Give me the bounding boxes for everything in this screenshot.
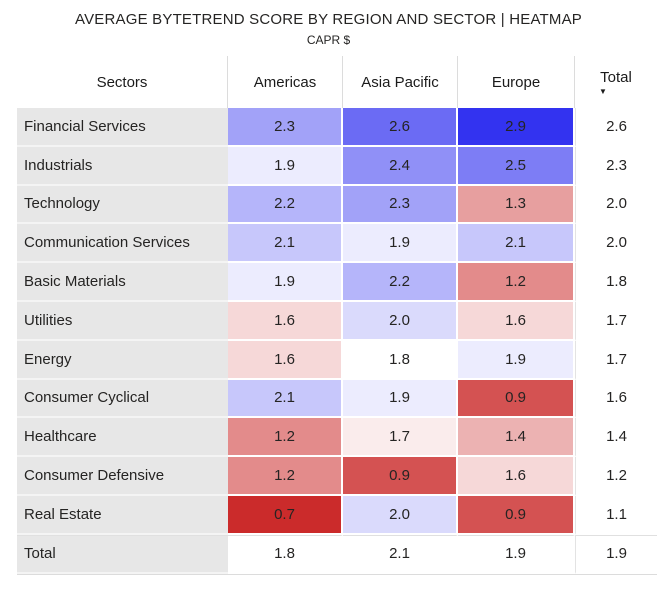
heat-cell[interactable]: 1.6 [228,340,343,380]
heat-cell[interactable]: 1.9 [228,146,343,186]
heat-cell[interactable]: 0.9 [343,457,458,496]
row-label[interactable]: Technology [17,185,228,225]
heat-cell[interactable]: 1.9 [228,263,343,302]
heat-cell[interactable]: 1.9 [458,534,575,574]
heat-cell[interactable]: 0.9 [458,379,575,419]
total-cell[interactable]: 1.7 [575,301,657,341]
heat-cell[interactable]: 1.7 [343,418,458,458]
row-label[interactable]: Consumer Cyclical [17,379,228,419]
row-label[interactable]: Energy [17,340,228,380]
heat-cell[interactable]: 0.9 [458,495,575,535]
heat-cell[interactable]: 2.1 [228,379,343,419]
heat-cell[interactable]: 2.4 [343,146,458,186]
column-header-total-label: Total [600,68,632,86]
total-cell[interactable]: 1.2 [575,457,657,496]
column-header-sectors-label: Sectors [96,73,148,91]
heat-cell[interactable]: 2.1 [458,224,575,264]
heat-cell[interactable]: 2.6 [343,108,458,147]
total-cell[interactable]: 1.1 [575,495,657,535]
heat-cell[interactable]: 2.1 [343,534,458,574]
row-label[interactable]: Total [17,534,228,574]
total-cell[interactable]: 1.6 [575,379,657,419]
row-label[interactable]: Financial Services [17,108,228,147]
heatmap-body: Financial Services 2.3 2.6 2.9 2.6 Indus… [17,108,657,575]
total-cell[interactable]: 1.7 [575,340,657,380]
heat-cell[interactable]: 0.7 [228,495,343,535]
row-label[interactable]: Basic Materials [17,263,228,302]
heat-cell[interactable]: 2.9 [458,108,575,147]
row-label[interactable]: Utilities [17,301,228,341]
column-header-americas-label: Americas [253,73,317,91]
total-cell[interactable]: 1.9 [575,534,657,574]
heatmap-table: Sectors Americas Asia Pacific Europe Tot… [17,56,657,575]
heat-cell[interactable]: 1.2 [228,418,343,458]
heat-cell[interactable]: 1.8 [228,534,343,574]
column-header-asia-pacific[interactable]: Asia Pacific [343,56,458,108]
heat-cell[interactable]: 1.3 [458,185,575,225]
heat-cell[interactable]: 1.6 [458,301,575,341]
heat-cell[interactable]: 1.2 [458,263,575,302]
heat-cell[interactable]: 1.8 [343,340,458,380]
heat-cell[interactable]: 2.0 [343,301,458,341]
heat-cell[interactable]: 2.3 [228,108,343,147]
heat-cell[interactable]: 2.5 [458,146,575,186]
heat-cell[interactable]: 2.2 [343,263,458,302]
total-cell[interactable]: 1.8 [575,263,657,302]
row-label[interactable]: Consumer Defensive [17,457,228,496]
total-cell[interactable]: 2.0 [575,224,657,264]
heatmap-header: Sectors Americas Asia Pacific Europe Tot… [17,56,657,108]
total-cell[interactable]: 2.0 [575,185,657,225]
total-cell[interactable]: 1.4 [575,418,657,458]
row-label[interactable]: Industrials [17,146,228,186]
total-cell[interactable]: 2.3 [575,146,657,186]
chart-title: AVERAGE BYTETREND SCORE BY REGION AND SE… [74,11,583,28]
row-label[interactable]: Healthcare [17,418,228,458]
chart-subtitle: CAPR $ [306,33,351,47]
column-header-americas[interactable]: Americas [228,56,343,108]
column-header-europe[interactable]: Europe [458,56,575,108]
heat-cell[interactable]: 1.6 [228,301,343,341]
heat-cell[interactable]: 2.3 [343,185,458,225]
heat-cell[interactable]: 1.6 [458,457,575,496]
column-header-total[interactable]: Total ▼ [575,56,657,108]
heat-cell[interactable]: 2.0 [343,495,458,535]
heat-cell[interactable]: 2.2 [228,185,343,225]
heat-cell[interactable]: 1.4 [458,418,575,458]
row-label[interactable]: Communication Services [17,224,228,264]
column-header-europe-label: Europe [491,73,541,91]
column-header-sectors[interactable]: Sectors [17,56,228,108]
total-cell[interactable]: 2.6 [575,108,657,147]
heat-cell[interactable]: 2.1 [228,224,343,264]
heat-cell[interactable]: 1.9 [343,379,458,419]
row-label[interactable]: Real Estate [17,495,228,535]
heat-cell[interactable]: 1.2 [228,457,343,496]
column-header-asia-pacific-label: Asia Pacific [361,73,439,91]
sort-descending-triangle-icon: ▼ [599,86,607,96]
heat-cell[interactable]: 1.9 [458,340,575,380]
heat-cell[interactable]: 1.9 [343,224,458,264]
